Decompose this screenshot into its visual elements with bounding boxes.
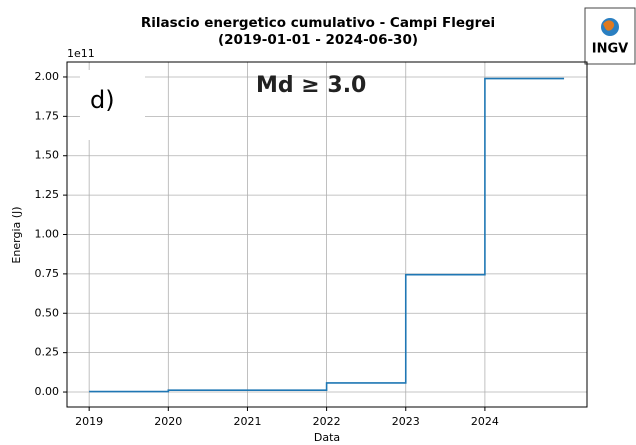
y-tick-label: 1.25 (35, 188, 60, 201)
y-tick-label: 0.00 (35, 385, 60, 398)
x-tick-label: 2024 (471, 415, 499, 428)
logo: INGV (584, 7, 636, 65)
y-offset: 1e11 (67, 47, 95, 60)
logo-shape (603, 20, 615, 31)
x-tick-label: 2023 (392, 415, 420, 428)
y-tick-label: 1.50 (35, 149, 60, 162)
annotation: Md ≥ 3.0 (256, 73, 366, 98)
y-tick-label: 0.50 (35, 306, 60, 319)
y-axis-label: Energia (J) (10, 206, 23, 263)
x-tick-label: 2022 (313, 415, 341, 428)
annotation-box (80, 70, 145, 140)
chart-subtitle: (2019-01-01 - 2024-06-30) (218, 32, 418, 48)
y-tick-label: 0.75 (35, 267, 60, 280)
y-tick-label: 1.00 (35, 228, 60, 241)
x-tick-label: 2019 (75, 415, 103, 428)
step-line (89, 77, 565, 393)
x-tick-label: 2020 (154, 415, 182, 428)
annotation: d) (90, 86, 115, 114)
y-tick-label: 2.00 (35, 70, 60, 83)
x-tick-label: 2021 (233, 415, 261, 428)
logo-text: INGV (592, 42, 628, 57)
y-tick-label: 0.25 (35, 346, 60, 359)
y-tick-label: 1.75 (35, 109, 60, 122)
chart-title: Rilascio energetico cumulativo - Campi F… (141, 15, 495, 31)
x-axis-label: Data (314, 431, 340, 444)
